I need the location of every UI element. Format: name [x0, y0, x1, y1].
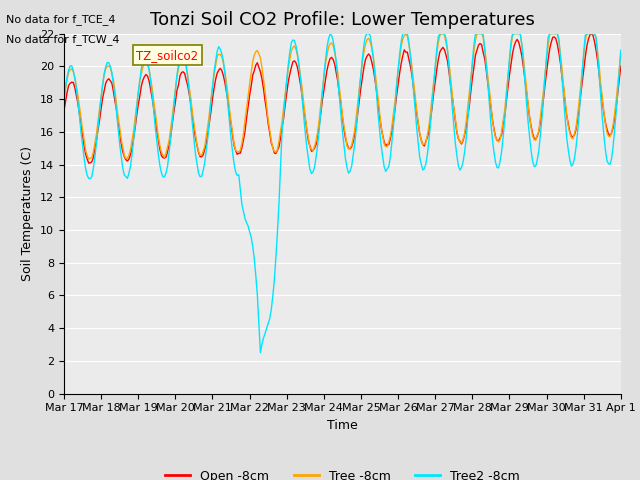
Tree -8cm — [85, 156, 93, 162]
Tree2 -8cm — [617, 47, 625, 53]
Open -8cm — [410, 85, 417, 91]
Tree2 -8cm — [380, 164, 388, 169]
Line: Tree -8cm: Tree -8cm — [64, 34, 621, 159]
Tree2 -8cm — [164, 163, 172, 168]
Tree -8cm — [397, 44, 405, 49]
Open -8cm — [60, 108, 68, 113]
Legend: Open -8cm, Tree -8cm, Tree2 -8cm: Open -8cm, Tree -8cm, Tree2 -8cm — [159, 465, 525, 480]
Tree2 -8cm — [257, 350, 264, 356]
Tree -8cm — [552, 31, 559, 36]
Tree -8cm — [410, 79, 417, 84]
Open -8cm — [588, 31, 595, 36]
Y-axis label: Soil Temperatures (C): Soil Temperatures (C) — [22, 146, 35, 281]
Open -8cm — [379, 132, 387, 138]
Tree2 -8cm — [76, 113, 83, 119]
Text: TZ_soilco2: TZ_soilco2 — [136, 49, 198, 62]
Tree2 -8cm — [399, 31, 406, 36]
Open -8cm — [165, 142, 173, 147]
Open -8cm — [550, 34, 558, 40]
Text: No data for f_TCW_4: No data for f_TCW_4 — [6, 34, 120, 45]
Tree2 -8cm — [412, 106, 419, 111]
Open -8cm — [617, 63, 625, 69]
Open -8cm — [397, 61, 405, 67]
Tree2 -8cm — [60, 99, 68, 105]
Tree -8cm — [165, 137, 173, 143]
Tree -8cm — [76, 104, 83, 109]
Title: Tonzi Soil CO2 Profile: Lower Temperatures: Tonzi Soil CO2 Profile: Lower Temperatur… — [150, 11, 535, 29]
Open -8cm — [85, 160, 93, 166]
Tree2 -8cm — [552, 31, 559, 36]
Tree -8cm — [617, 51, 625, 57]
Text: No data for f_TCE_4: No data for f_TCE_4 — [6, 14, 116, 25]
Tree -8cm — [379, 133, 387, 139]
Open -8cm — [76, 111, 83, 117]
Line: Open -8cm: Open -8cm — [64, 34, 621, 163]
Line: Tree2 -8cm: Tree2 -8cm — [64, 34, 621, 353]
Tree2 -8cm — [364, 31, 371, 36]
Tree -8cm — [438, 31, 445, 36]
Tree -8cm — [60, 95, 68, 101]
X-axis label: Time: Time — [327, 419, 358, 432]
